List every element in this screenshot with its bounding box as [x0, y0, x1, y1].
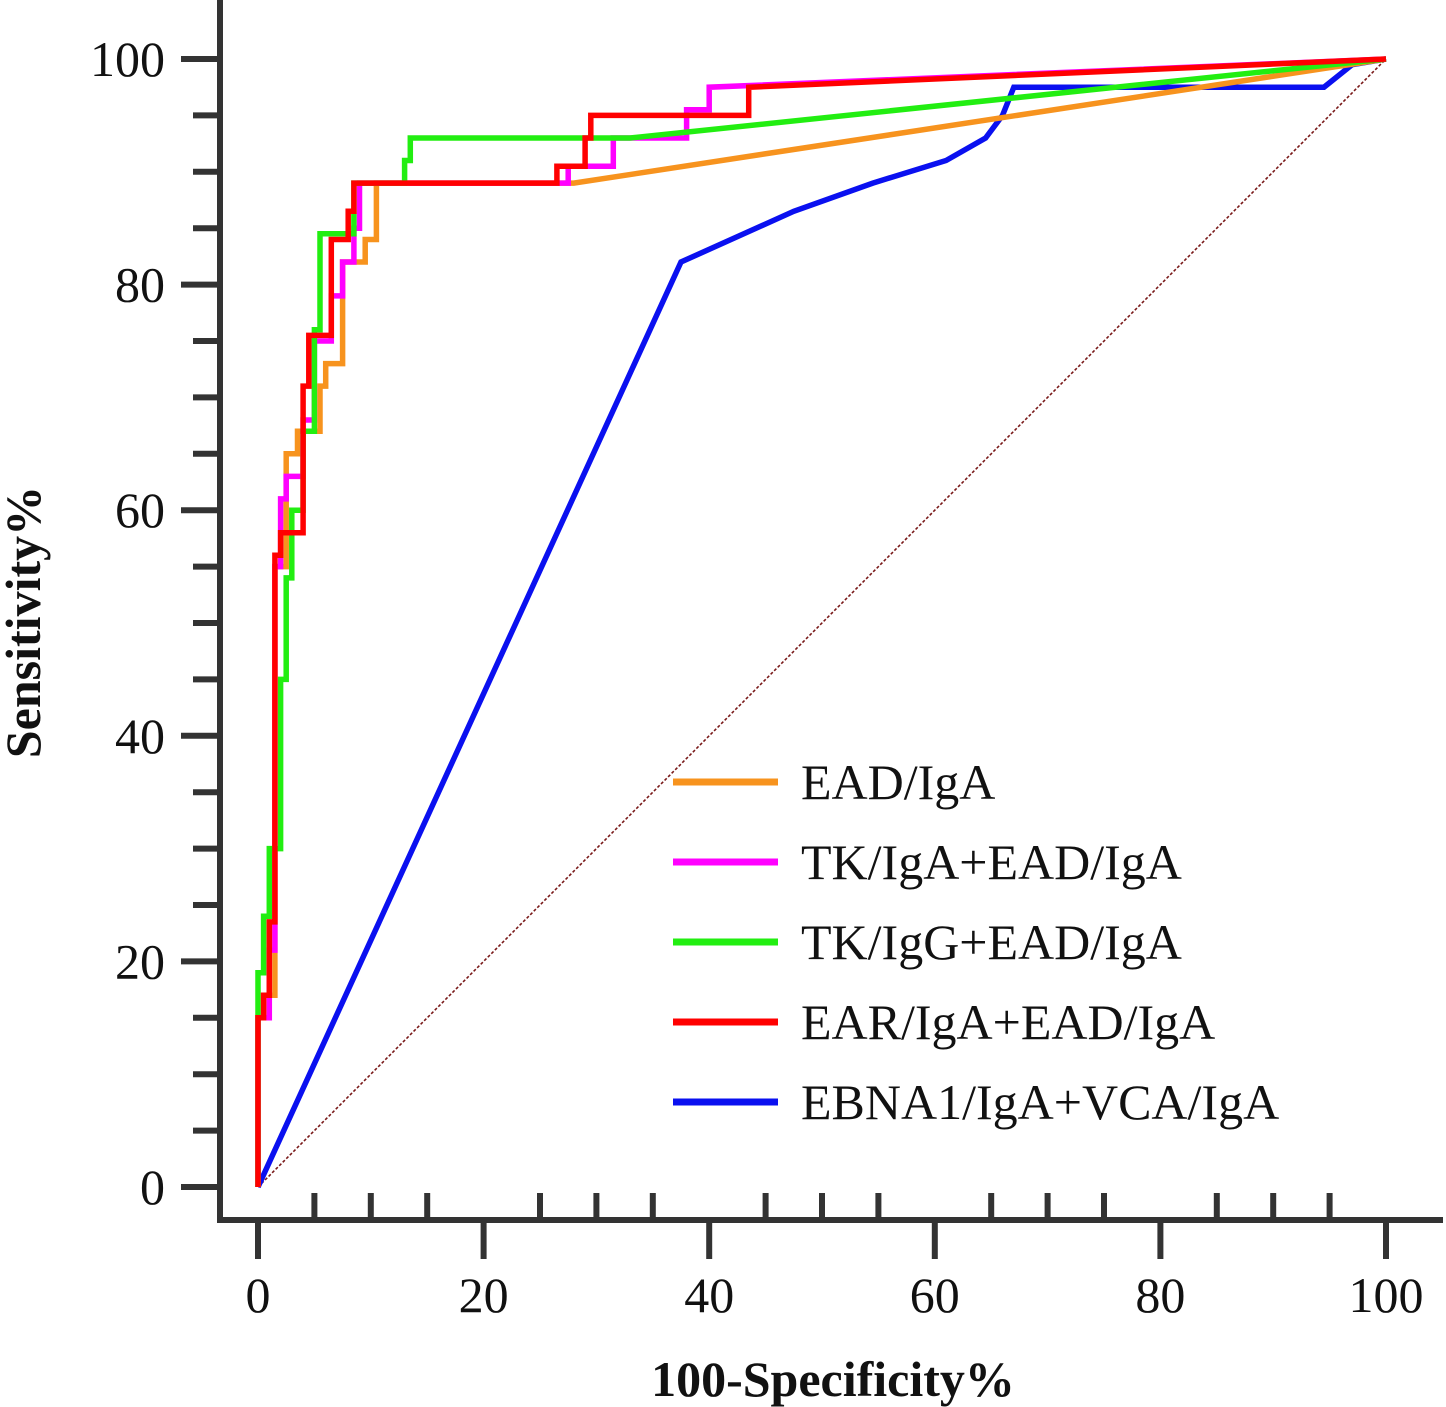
- x-tick-label: 60: [910, 1267, 960, 1323]
- series-line-ebna1-iga-vca-iga: [255, 56, 1387, 1189]
- x-tick-label: 80: [1135, 1267, 1185, 1323]
- legend-label-ebna1-iga-vca-iga: EBNA1/IgA+VCA/IgA: [801, 1074, 1279, 1130]
- y-tick-label: 40: [115, 708, 165, 764]
- x-tick-label: 100: [1349, 1267, 1424, 1323]
- legend-label-tk-igg-ead-iga: TK/IgG+EAD/IgA: [801, 914, 1182, 970]
- x-axis-title: 100-Specificity%: [651, 1351, 1015, 1407]
- axes-layer: 0 20 40 60 80 100 0 20 40 60 80 100: [90, 0, 1443, 1323]
- y-tick-label: 20: [115, 933, 165, 989]
- reference-diagonal-line: [257, 58, 1387, 1188]
- legend: EAD/IgA TK/IgA+EAD/IgA TK/IgG+EAD/IgA EAR/I…: [673, 754, 1279, 1130]
- y-tick-label: 80: [115, 257, 165, 313]
- y-tick-label: 100: [90, 31, 165, 87]
- x-tick-label: 20: [459, 1267, 509, 1323]
- legend-label-ear-iga-ead-iga: EAR/IgA+EAD/IgA: [801, 994, 1215, 1050]
- series-line-ear-iga-ead-iga: [255, 56, 1387, 1187]
- legend-label-tk-iga-ead-iga: TK/IgA+EAD/IgA: [801, 834, 1182, 890]
- plot-layer: [255, 56, 1387, 1189]
- y-axis-title: Sensitivity%: [0, 486, 51, 758]
- legend-label-ead-iga: EAD/IgA: [801, 754, 995, 810]
- y-tick-label: 60: [115, 482, 165, 538]
- y-tick-label: 0: [140, 1159, 165, 1215]
- x-tick-label: 0: [246, 1267, 271, 1323]
- x-tick-label: 40: [684, 1267, 734, 1323]
